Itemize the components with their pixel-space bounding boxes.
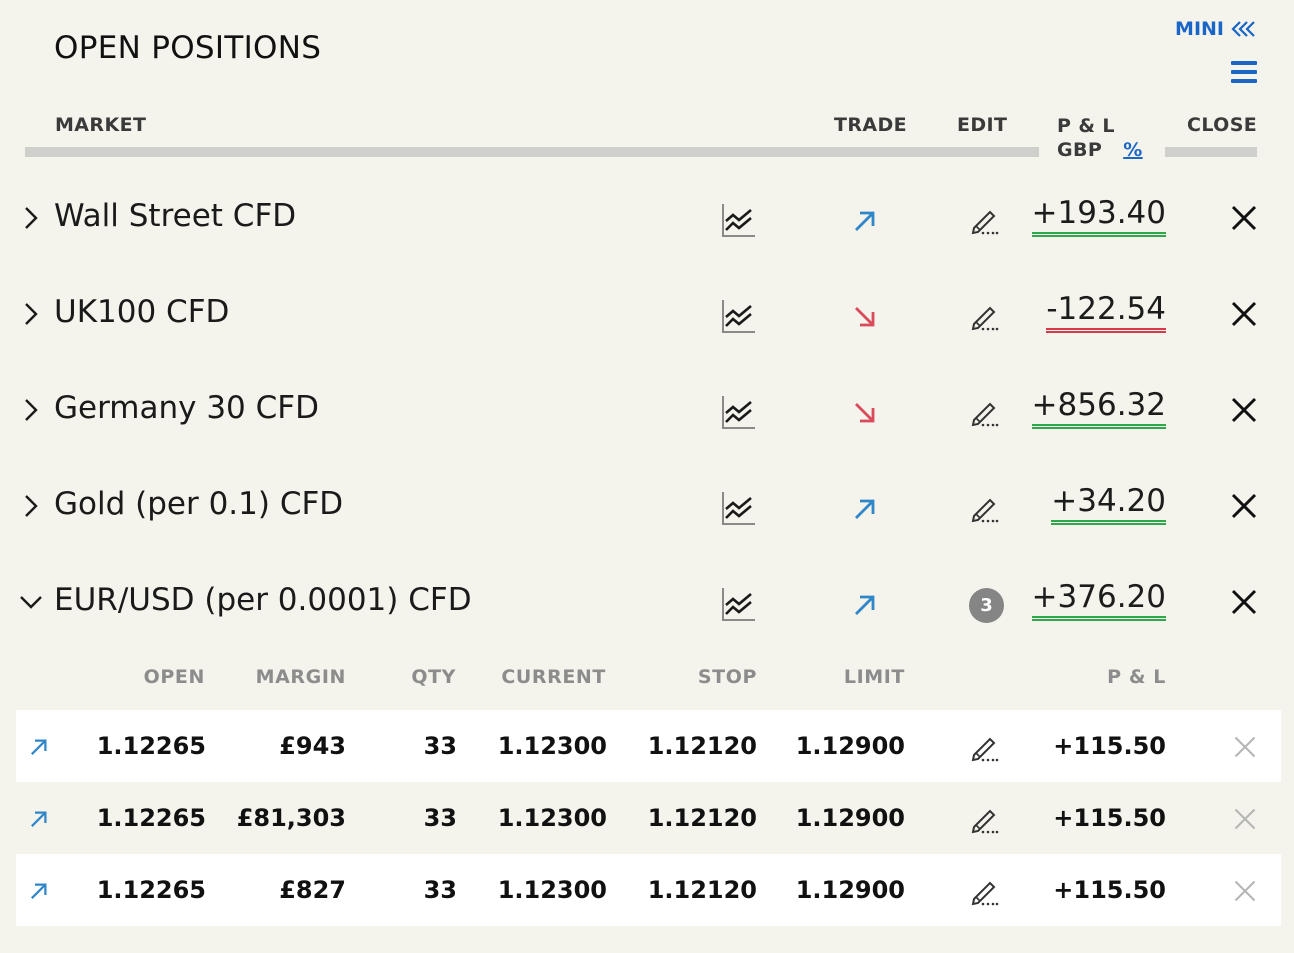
close-icon[interactable] bbox=[1229, 587, 1259, 617]
mini-label: MINI bbox=[1175, 18, 1224, 40]
pnl-value[interactable]: +376.20 bbox=[1031, 579, 1166, 621]
edit-count-badge[interactable]: 3 bbox=[969, 588, 1004, 623]
sub-position-row[interactable]: 1.12265 £943 33 1.12300 1.12120 1.12900 +115.5… bbox=[16, 710, 1281, 782]
sub-cell-stop: 1.12120 bbox=[647, 876, 757, 904]
sub-header-pnl: P & L bbox=[1107, 666, 1166, 688]
trade-arrow-up-icon[interactable] bbox=[27, 807, 51, 831]
edit-pencil-icon[interactable] bbox=[968, 204, 1002, 238]
position-row[interactable]: UK100 CFD -122.54 bbox=[0, 266, 1294, 362]
close-icon[interactable] bbox=[1229, 491, 1259, 521]
market-name[interactable]: EUR/USD (per 0.0001) CFD bbox=[54, 582, 472, 618]
close-icon[interactable] bbox=[1229, 203, 1259, 233]
column-header-pnl-currency: GBP bbox=[1057, 139, 1103, 161]
close-icon[interactable] bbox=[1232, 878, 1258, 904]
sub-cell-limit: 1.12900 bbox=[795, 804, 905, 832]
market-name[interactable]: UK100 CFD bbox=[54, 294, 230, 330]
sub-cell-current: 1.12300 bbox=[497, 804, 607, 832]
sub-cell-margin: £943 bbox=[279, 732, 346, 760]
sub-cell-stop: 1.12120 bbox=[647, 804, 757, 832]
chevron-right-icon[interactable] bbox=[18, 388, 44, 432]
trade-arrow-up-icon[interactable] bbox=[27, 879, 51, 903]
header-divider bbox=[1165, 147, 1257, 157]
chart-icon[interactable] bbox=[719, 201, 757, 239]
sub-position-row[interactable]: 1.12265 £81,303 33 1.12300 1.12120 1.12900 +11… bbox=[16, 782, 1281, 854]
edit-pencil-icon[interactable] bbox=[968, 396, 1002, 430]
edit-pencil-icon[interactable] bbox=[968, 731, 1002, 765]
sub-header-qty: QTY bbox=[411, 666, 456, 688]
position-row[interactable]: Germany 30 CFD +856.32 bbox=[0, 362, 1294, 458]
sub-cell-current: 1.12300 bbox=[497, 732, 607, 760]
chart-icon[interactable] bbox=[719, 297, 757, 335]
column-header-edit: EDIT bbox=[957, 114, 1008, 136]
chevron-down-icon[interactable] bbox=[18, 580, 44, 624]
sub-cell-limit: 1.12900 bbox=[795, 732, 905, 760]
pnl-percent-toggle[interactable]: % bbox=[1123, 139, 1143, 161]
column-header-pnl-line1: P & L bbox=[1057, 115, 1115, 137]
sub-cell-pnl: +115.50 bbox=[1053, 804, 1166, 832]
sub-cell-qty: 33 bbox=[423, 732, 457, 760]
position-row[interactable]: Wall Street CFD +193.40 bbox=[0, 170, 1294, 266]
edit-pencil-icon[interactable] bbox=[968, 300, 1002, 334]
hamburger-menu-icon[interactable] bbox=[1231, 61, 1257, 87]
sub-header-limit: LIMIT bbox=[843, 666, 905, 688]
close-icon[interactable] bbox=[1229, 299, 1259, 329]
column-header-market: MARKET bbox=[55, 114, 147, 136]
sub-cell-limit: 1.12900 bbox=[795, 876, 905, 904]
sub-position-row[interactable]: 1.12265 £827 33 1.12300 1.12120 1.12900 +115.5… bbox=[16, 854, 1281, 926]
edit-pencil-icon[interactable] bbox=[968, 875, 1002, 909]
sub-cell-qty: 33 bbox=[423, 876, 457, 904]
trade-arrow-up-icon[interactable] bbox=[850, 590, 880, 620]
sub-header-margin: MARGIN bbox=[255, 666, 346, 688]
chart-icon[interactable] bbox=[719, 585, 757, 623]
sub-cell-qty: 33 bbox=[423, 804, 457, 832]
chevron-right-icon[interactable] bbox=[18, 196, 44, 240]
column-header-pnl-line2: GBP % bbox=[1057, 138, 1143, 162]
trade-arrow-up-icon[interactable] bbox=[850, 494, 880, 524]
sub-cell-open: 1.12265 bbox=[96, 876, 206, 904]
position-row[interactable]: Gold (per 0.1) CFD +34.20 bbox=[0, 458, 1294, 554]
page-title: OPEN POSITIONS bbox=[54, 30, 322, 66]
pnl-value[interactable]: +193.40 bbox=[1031, 195, 1166, 237]
column-header-trade: TRADE bbox=[834, 114, 908, 136]
pnl-value[interactable]: -122.54 bbox=[1046, 291, 1166, 333]
column-header-close: CLOSE bbox=[1187, 114, 1258, 136]
close-icon[interactable] bbox=[1232, 734, 1258, 760]
double-chevron-left-icon bbox=[1231, 21, 1255, 37]
pnl-value[interactable]: +34.20 bbox=[1051, 483, 1166, 525]
market-name[interactable]: Wall Street CFD bbox=[54, 198, 297, 234]
chevron-right-icon[interactable] bbox=[18, 292, 44, 336]
trade-arrow-down-icon[interactable] bbox=[850, 398, 880, 428]
column-header-pnl: P & L GBP % bbox=[1057, 114, 1143, 162]
header-divider bbox=[25, 147, 1039, 157]
sub-cell-pnl: +115.50 bbox=[1053, 732, 1166, 760]
chart-icon[interactable] bbox=[719, 489, 757, 527]
position-row[interactable]: EUR/USD (per 0.0001) CFD 3 +376.20 bbox=[0, 554, 1294, 650]
sub-cell-current: 1.12300 bbox=[497, 876, 607, 904]
edit-pencil-icon[interactable] bbox=[968, 492, 1002, 526]
sub-header-stop: STOP bbox=[697, 666, 757, 688]
close-icon[interactable] bbox=[1229, 395, 1259, 425]
close-icon[interactable] bbox=[1232, 806, 1258, 832]
sub-cell-pnl: +115.50 bbox=[1053, 876, 1166, 904]
chevron-right-icon[interactable] bbox=[18, 484, 44, 528]
chart-icon[interactable] bbox=[719, 393, 757, 431]
sub-header-current: CURRENT bbox=[501, 666, 606, 688]
sub-cell-margin: £81,303 bbox=[236, 804, 346, 832]
market-name[interactable]: Germany 30 CFD bbox=[54, 390, 319, 426]
sub-cell-margin: £827 bbox=[279, 876, 346, 904]
trade-arrow-up-icon[interactable] bbox=[850, 206, 880, 236]
sub-cell-open: 1.12265 bbox=[96, 732, 206, 760]
trade-arrow-down-icon[interactable] bbox=[850, 302, 880, 332]
sub-cell-stop: 1.12120 bbox=[647, 732, 757, 760]
market-name[interactable]: Gold (per 0.1) CFD bbox=[54, 486, 344, 522]
pnl-value[interactable]: +856.32 bbox=[1031, 387, 1166, 429]
mini-view-button[interactable]: MINI bbox=[1175, 18, 1258, 40]
sub-cell-open: 1.12265 bbox=[96, 804, 206, 832]
edit-pencil-icon[interactable] bbox=[968, 803, 1002, 837]
sub-header-open: OPEN bbox=[143, 666, 205, 688]
trade-arrow-up-icon[interactable] bbox=[27, 735, 51, 759]
